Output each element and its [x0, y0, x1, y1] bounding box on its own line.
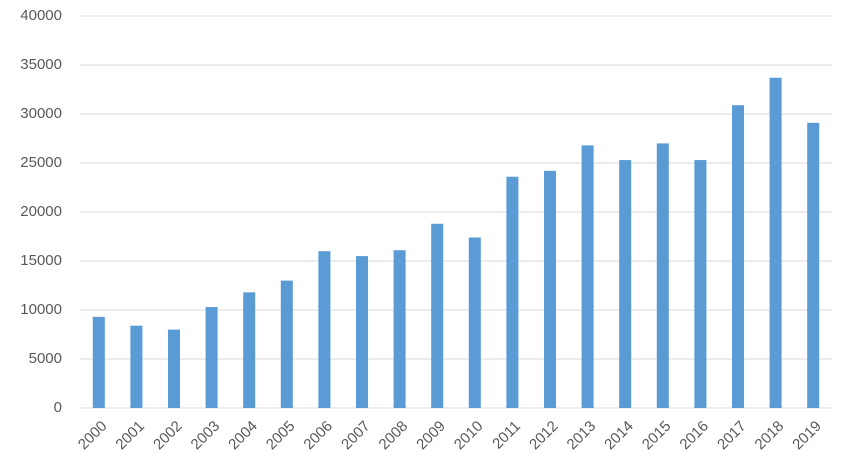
bar — [656, 143, 669, 408]
y-tick-label: 35000 — [20, 56, 62, 73]
bar — [243, 292, 256, 408]
y-tick-label: 15000 — [20, 252, 62, 269]
bar — [543, 170, 557, 408]
bar — [468, 237, 481, 408]
bar — [506, 176, 519, 408]
y-tick-label: 40000 — [20, 7, 62, 24]
bar — [393, 250, 406, 408]
x-tick-label: 2014 — [601, 418, 637, 454]
bar — [318, 251, 331, 408]
x-tick-label: 2001 — [112, 418, 148, 454]
x-tick-label: 2015 — [639, 418, 675, 454]
y-tick-label: 20000 — [20, 203, 62, 220]
bar — [130, 325, 143, 408]
bar — [92, 316, 105, 408]
x-tick-label: 2006 — [300, 418, 336, 454]
x-tick-label: 2000 — [75, 418, 111, 454]
y-tick-label: 0 — [54, 399, 62, 416]
x-tick-label: 2011 — [489, 418, 524, 453]
x-tick-label: 2005 — [263, 418, 299, 454]
bar — [769, 77, 782, 409]
x-tick-label: 2009 — [413, 418, 449, 454]
y-tick-label: 30000 — [20, 105, 62, 122]
bar — [280, 280, 293, 408]
y-tick-label: 10000 — [20, 301, 62, 318]
y-tick-label: 5000 — [29, 350, 62, 367]
x-tick-label: 2018 — [752, 418, 788, 454]
bar — [355, 256, 369, 408]
bar — [619, 160, 632, 408]
bar — [694, 160, 707, 408]
bar — [807, 122, 820, 408]
bar — [581, 145, 594, 409]
x-tick-label: 2004 — [225, 418, 261, 454]
bar — [431, 223, 444, 408]
x-tick-label: 2019 — [789, 418, 825, 454]
x-tick-label: 2010 — [451, 418, 487, 454]
x-tick-label: 2008 — [376, 418, 412, 454]
bar — [731, 105, 745, 409]
x-tick-label: 2003 — [188, 418, 224, 454]
x-tick-label: 2007 — [338, 418, 374, 454]
x-tick-label: 2013 — [564, 418, 600, 454]
x-tick-label: 2017 — [714, 418, 750, 454]
bar — [167, 329, 181, 408]
x-tick-label: 2016 — [676, 418, 712, 454]
y-tick-label: 25000 — [20, 154, 62, 171]
x-tick-label: 2012 — [526, 418, 562, 454]
x-tick-label: 2002 — [150, 418, 186, 454]
bar — [205, 307, 218, 408]
